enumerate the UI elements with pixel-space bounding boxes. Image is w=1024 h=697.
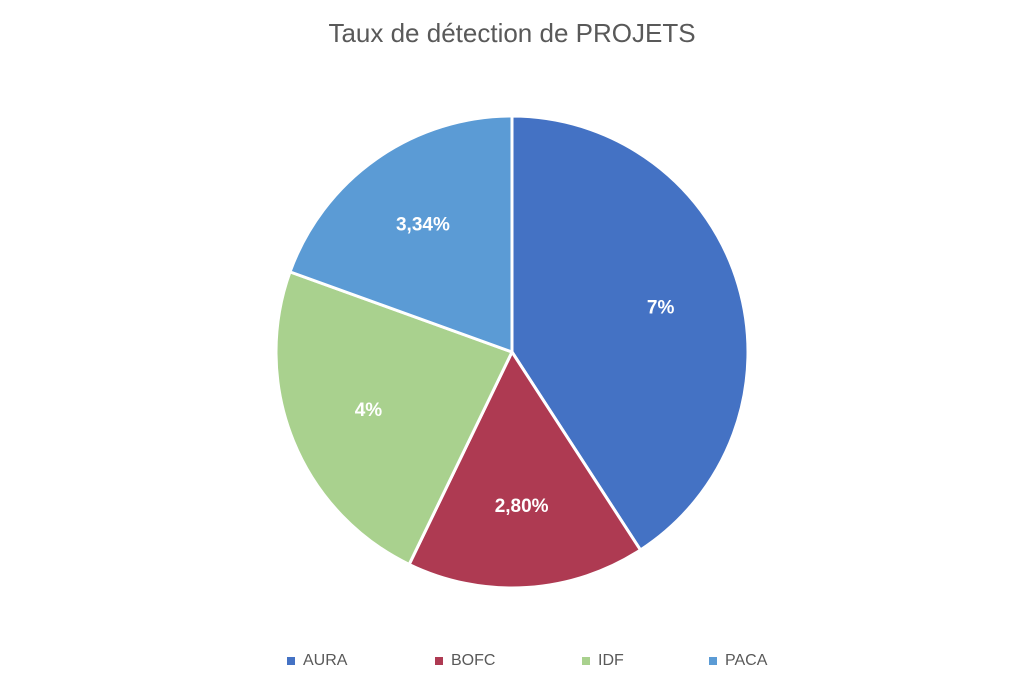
pie-slice-bofc: [407, 350, 642, 590]
legend-label: BOFC: [451, 652, 496, 669]
data-label-aura: 7%: [647, 298, 675, 319]
legend-label: PACA: [725, 652, 768, 669]
pie-slice-idf: [274, 270, 514, 566]
legend-swatch: [582, 657, 590, 665]
chart-legend: AURA BOFC IDF PACA: [0, 650, 1024, 672]
legend-swatch: [287, 657, 295, 665]
data-label-bofc: 2,80%: [495, 496, 549, 517]
legend-label: AURA: [303, 652, 348, 669]
legend-label: IDF: [598, 652, 624, 669]
pie-slice-paca: [288, 114, 514, 354]
data-label-paca: 3,34%: [396, 215, 450, 236]
data-label-idf: 4%: [355, 400, 383, 421]
legend-swatch: [709, 657, 717, 665]
legend-item-idf: IDF: [582, 650, 624, 672]
legend-item-bofc: BOFC: [435, 650, 495, 672]
chart-title: Taux de détection de PROJETS: [328, 18, 696, 48]
legend-swatch: [435, 657, 443, 665]
legend-item-paca: PACA: [709, 650, 767, 672]
legend-item-aura: AURA: [287, 650, 347, 672]
